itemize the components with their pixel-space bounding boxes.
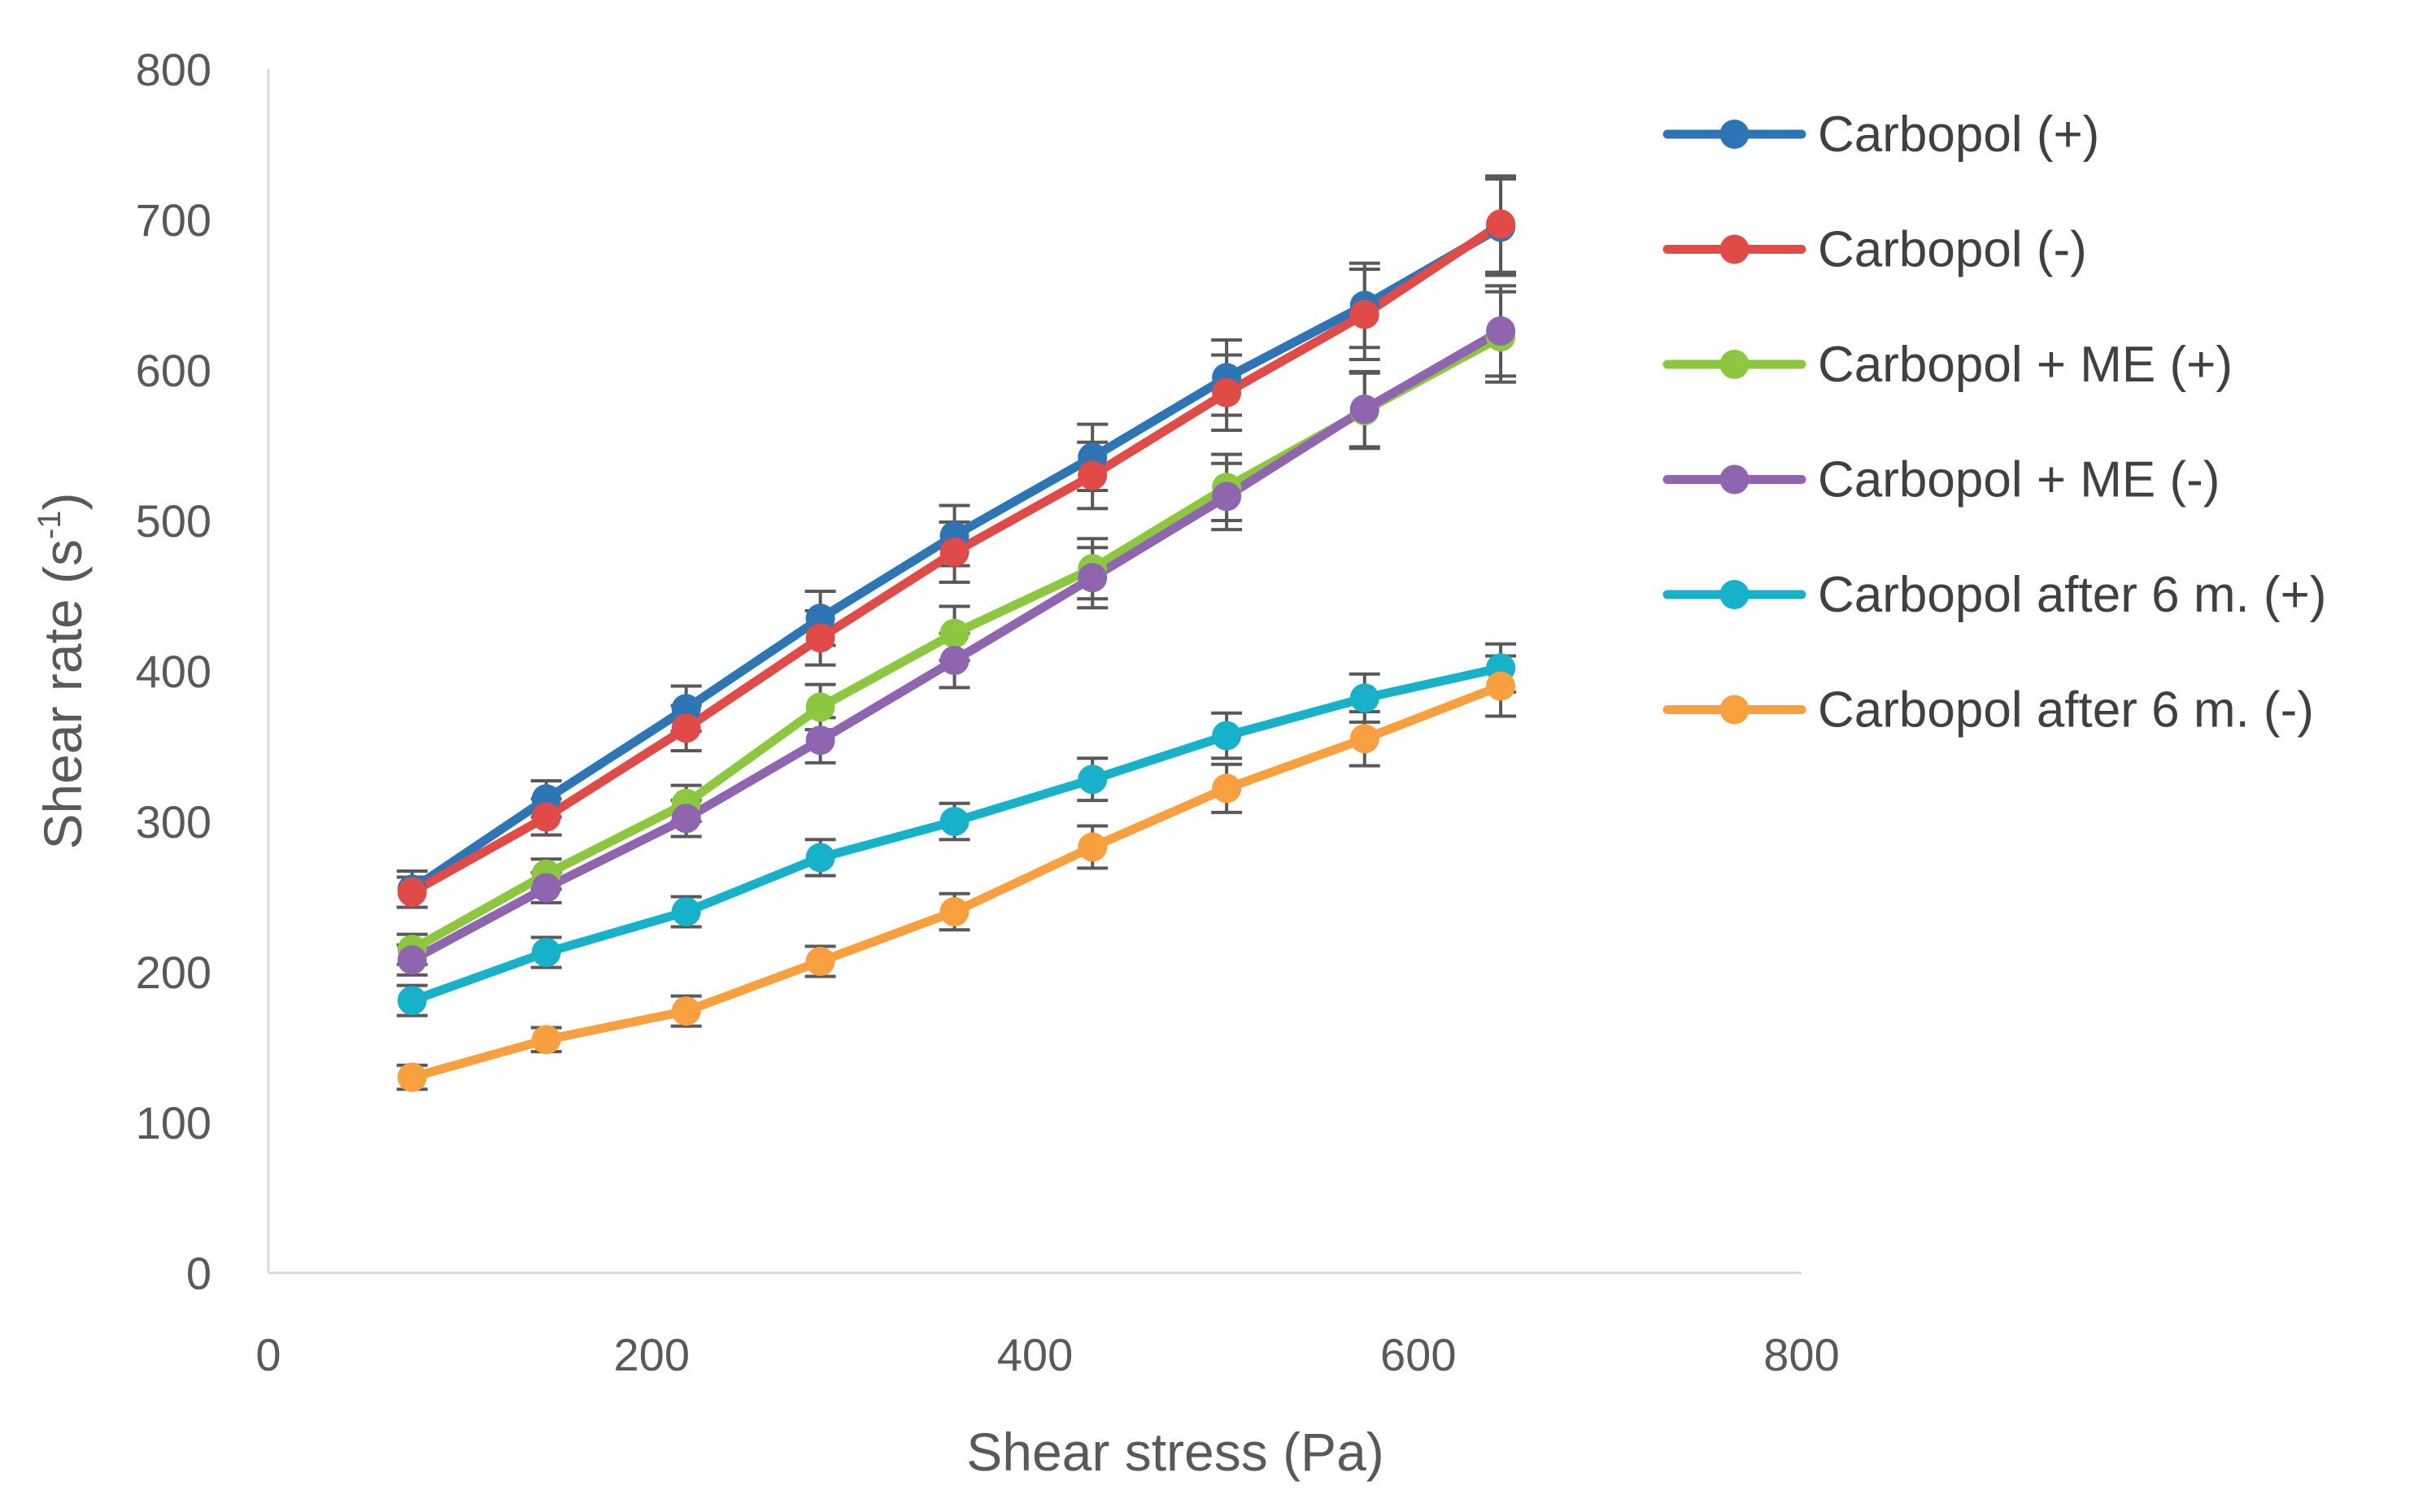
legend-entry: Carbopol + ME (-) bbox=[1662, 452, 2220, 508]
legend-label: Carbopol (-) bbox=[1818, 222, 2087, 278]
legend-entry: Carbopol + ME (+) bbox=[1662, 337, 2233, 393]
legend-marker bbox=[1719, 464, 1749, 495]
data-point bbox=[939, 807, 970, 836]
legend-label: Carbopol + ME (-) bbox=[1818, 452, 2220, 508]
y-axis-title-close: ) bbox=[33, 492, 93, 510]
legend-entry: Carbopol after 6 m. (-) bbox=[1662, 682, 2314, 739]
data-point bbox=[531, 1025, 561, 1055]
legend-marker bbox=[1719, 234, 1749, 264]
legend-label: Carbopol (+) bbox=[1818, 107, 2099, 163]
data-point bbox=[1349, 683, 1379, 713]
data-point bbox=[939, 897, 970, 926]
data-point bbox=[1349, 394, 1379, 425]
data-point bbox=[805, 725, 835, 756]
data-point bbox=[805, 843, 835, 873]
y-tick-label: 300 bbox=[136, 796, 211, 848]
axes-layer bbox=[267, 69, 1802, 1275]
data-point bbox=[1212, 773, 1242, 804]
data-point bbox=[805, 623, 835, 653]
legend-entry: Carbopol (-) bbox=[1662, 222, 2087, 278]
data-point bbox=[1212, 481, 1242, 512]
x-tick-label: 0 bbox=[255, 1329, 281, 1380]
data-point bbox=[1212, 721, 1242, 751]
legend-entry: Carbopol after 6 m. (+) bbox=[1662, 567, 2326, 623]
data-point bbox=[939, 537, 970, 567]
legend-marker bbox=[1719, 580, 1749, 609]
legend-entry: Carbopol (+) bbox=[1662, 107, 2099, 163]
y-axis-title-main: Shear rate (s bbox=[33, 539, 93, 850]
data-points-layer bbox=[397, 209, 1516, 1092]
legend: Carbopol (+) Carbopol (-) Carbopol + ME (+… bbox=[1662, 107, 2326, 739]
legend-label: Carbopol after 6 m. (+) bbox=[1818, 567, 2326, 623]
series-line bbox=[407, 682, 1505, 1082]
x-tick-label: 200 bbox=[614, 1329, 690, 1380]
legend-label: Carbopol after 6 m. (-) bbox=[1818, 682, 2314, 739]
data-point bbox=[1078, 563, 1108, 593]
data-point bbox=[671, 713, 701, 743]
data-point bbox=[397, 986, 427, 1016]
data-point bbox=[397, 945, 427, 975]
y-tick-label: 500 bbox=[136, 495, 211, 547]
data-point bbox=[531, 802, 561, 832]
y-tick-label: 800 bbox=[136, 44, 211, 95]
y-tick-label: 700 bbox=[136, 194, 211, 246]
data-point bbox=[1486, 316, 1516, 346]
y-tick-label: 600 bbox=[136, 345, 211, 396]
data-point bbox=[531, 937, 561, 967]
data-point bbox=[397, 877, 427, 907]
data-point bbox=[671, 804, 701, 834]
legend-marker bbox=[1719, 120, 1749, 149]
legend-marker bbox=[1719, 695, 1749, 725]
data-point bbox=[531, 873, 561, 903]
data-point bbox=[805, 947, 835, 977]
y-tick-label: 0 bbox=[186, 1248, 211, 1299]
data-point bbox=[1078, 460, 1108, 490]
tick-labels-layer: 0 200 400 600 800 0 100 200 300 400 500 600 700 800 bbox=[136, 44, 1840, 1380]
y-tick-label: 200 bbox=[136, 947, 211, 998]
legend-label: Carbopol + ME (+) bbox=[1818, 337, 2233, 393]
y-tick-label: 100 bbox=[136, 1097, 211, 1148]
data-point bbox=[671, 897, 701, 926]
data-point bbox=[1486, 671, 1516, 701]
y-axis-title: Shear rate (s-1) bbox=[32, 492, 93, 849]
y-axis-title-superscript: -1 bbox=[32, 510, 68, 539]
data-point bbox=[671, 996, 701, 1026]
y-tick-label: 400 bbox=[136, 646, 211, 697]
legend-marker bbox=[1719, 350, 1749, 379]
data-point bbox=[1078, 832, 1108, 862]
x-tick-label: 400 bbox=[997, 1329, 1073, 1380]
data-point bbox=[939, 646, 970, 676]
data-point bbox=[939, 618, 970, 648]
data-point bbox=[1349, 724, 1379, 754]
data-point bbox=[397, 1062, 427, 1092]
x-axis-title: Shear stress (Pa) bbox=[966, 1422, 1384, 1482]
data-point bbox=[1349, 299, 1379, 329]
data-point bbox=[1078, 765, 1108, 795]
data-point bbox=[1486, 209, 1516, 239]
data-point bbox=[1212, 377, 1242, 407]
x-tick-label: 600 bbox=[1380, 1329, 1456, 1380]
data-point bbox=[805, 692, 835, 722]
x-tick-label: 800 bbox=[1763, 1329, 1839, 1380]
